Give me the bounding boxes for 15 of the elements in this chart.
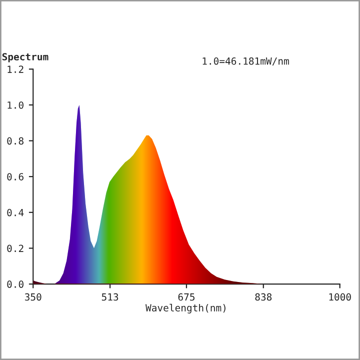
x-axis-title: Wavelength(nm) bbox=[146, 304, 226, 314]
y-tick-label: 1.0 bbox=[8, 101, 24, 109]
x-tick-label: 1000 bbox=[329, 293, 351, 301]
x-tick-label: 838 bbox=[255, 293, 272, 301]
y-tick-label: 0.4 bbox=[7, 208, 24, 216]
text: 1.0=46.181mW/nm bbox=[202, 57, 289, 66]
y-tick-label: 0.6 bbox=[7, 173, 24, 180]
y-axis-title: Spectrum bbox=[2, 53, 48, 62]
y-tick-label: 0.2 bbox=[7, 244, 24, 252]
x-tick-label: 513 bbox=[102, 293, 118, 301]
y-tick-label: 0.0 bbox=[7, 280, 24, 288]
x-tick-label: 675 bbox=[178, 293, 194, 301]
x-tick-label: 350 bbox=[24, 293, 42, 301]
y-tick-label: 1.2 bbox=[8, 66, 24, 73]
y-tick-label: 0.8 bbox=[7, 137, 24, 145]
